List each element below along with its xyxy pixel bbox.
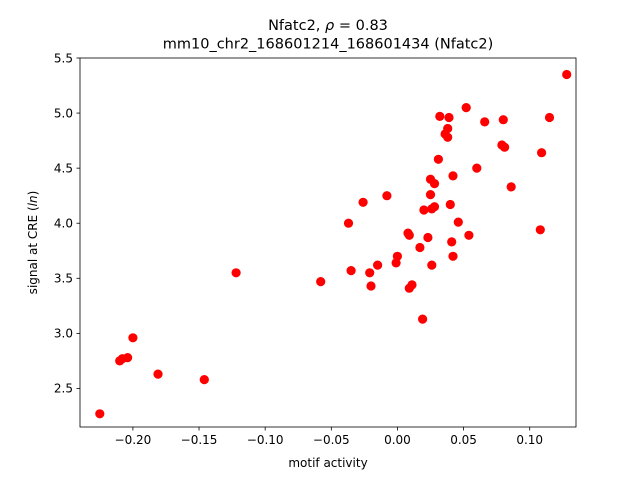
data-point (95, 409, 105, 419)
data-point (480, 117, 490, 127)
data-point (506, 182, 516, 192)
data-point (316, 277, 326, 287)
data-point (415, 242, 425, 253)
data-point (562, 69, 572, 80)
data-point (544, 112, 555, 123)
data-point (500, 142, 510, 152)
data-point (498, 115, 508, 125)
data-point (443, 132, 453, 142)
data-point (346, 266, 356, 276)
y-axis-label: signal at CRE (ln) (26, 191, 40, 295)
x-tick-label: 0.00 (384, 433, 411, 447)
data-point (445, 199, 455, 210)
data-points (95, 69, 572, 419)
y-tick-label: 4.0 (54, 217, 73, 231)
x-tick-label: 0.10 (516, 433, 543, 447)
x-axis-ticks: −0.20 −0.15 −0.10 −0.05 0.00 0.05 0.10 (115, 427, 543, 447)
data-point (231, 268, 241, 278)
data-point (448, 171, 458, 181)
chart-title-line1: Nfatc2, ρ = 0.83 (268, 18, 388, 34)
data-point (429, 179, 440, 189)
x-axis-label: motif activity (288, 456, 367, 470)
data-point (358, 197, 368, 207)
y-axis-ticks: 2.5 3.0 3.5 4.0 4.5 5.0 5.5 (54, 51, 80, 396)
data-point (425, 190, 436, 200)
data-point (404, 230, 414, 240)
data-point (435, 111, 445, 121)
data-point (418, 314, 428, 324)
data-point (392, 251, 402, 261)
data-point (447, 237, 457, 247)
x-tick-label: −0.10 (247, 433, 284, 447)
y-tick-label: 2.5 (54, 382, 73, 396)
y-tick-label: 4.5 (54, 161, 73, 175)
data-point (382, 191, 392, 201)
data-point (444, 112, 454, 123)
x-tick-label: −0.20 (115, 433, 152, 447)
data-point (537, 148, 547, 158)
data-point (343, 218, 354, 228)
data-point (419, 205, 429, 215)
data-point (199, 375, 209, 385)
data-point (153, 369, 163, 379)
data-point (464, 230, 474, 240)
data-point (461, 103, 471, 113)
data-point (429, 202, 440, 212)
data-point (443, 123, 453, 134)
x-tick-label: −0.15 (181, 433, 218, 447)
data-point (123, 353, 133, 363)
data-point (128, 333, 138, 343)
data-point (427, 260, 437, 270)
x-tick-label: −0.05 (313, 433, 350, 447)
data-point (365, 268, 375, 278)
y-tick-label: 3.0 (54, 327, 73, 341)
data-point (423, 232, 433, 243)
y-tick-label: 3.5 (54, 272, 73, 286)
data-point (535, 225, 545, 235)
data-point (453, 217, 463, 227)
data-point (366, 281, 376, 291)
y-tick-label: 5.5 (54, 51, 73, 65)
plot-frame (79, 57, 577, 428)
data-point (472, 163, 482, 173)
data-point (407, 280, 417, 290)
y-tick-label: 5.0 (54, 106, 73, 120)
x-tick-label: 0.05 (450, 433, 477, 447)
chart-title-line2: mm10_chr2_168601214_168601434 (Nfatc2) (163, 37, 494, 53)
data-point (433, 154, 443, 164)
data-point (448, 251, 458, 261)
data-point (373, 260, 383, 270)
